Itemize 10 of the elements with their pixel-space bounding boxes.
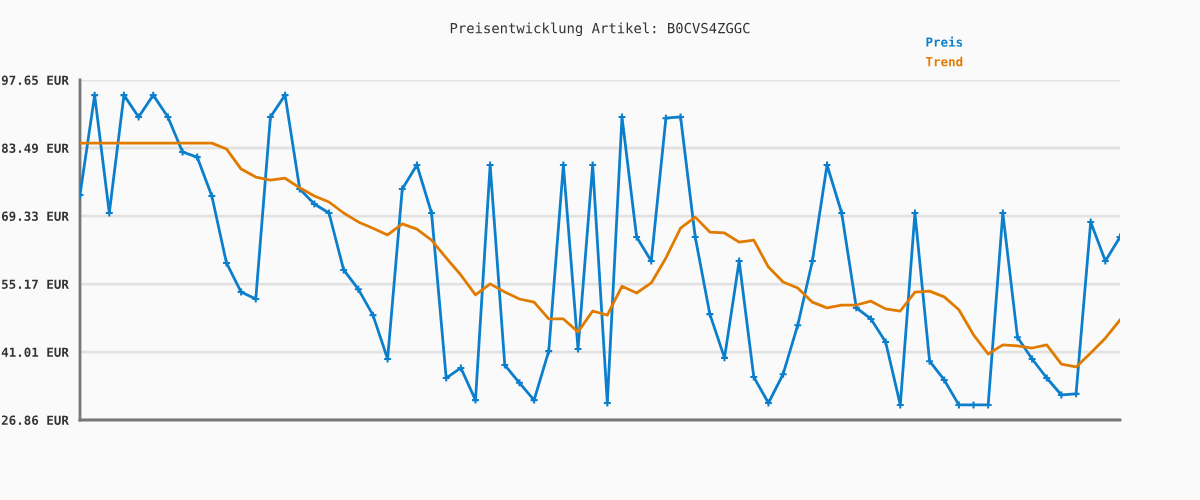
y-tick-label: 97.65 EUR	[1, 75, 69, 85]
line-series	[80, 141, 1120, 369]
text: Trend	[926, 56, 963, 67]
y-tick-label: 69.33 EUR	[1, 211, 69, 222]
y-tick-label: 26.86 EUR	[1, 415, 69, 425]
chart-title: Preisentwicklung Artikel: B0CVS4ZGGC	[450, 22, 750, 37]
y-tick-label: 55.17 EUR	[2, 279, 69, 289]
text: Preis	[926, 36, 963, 47]
y-tick-label: 83.49 EUR	[1, 143, 69, 153]
y-tick-label: 41.01 EUR	[1, 347, 69, 357]
